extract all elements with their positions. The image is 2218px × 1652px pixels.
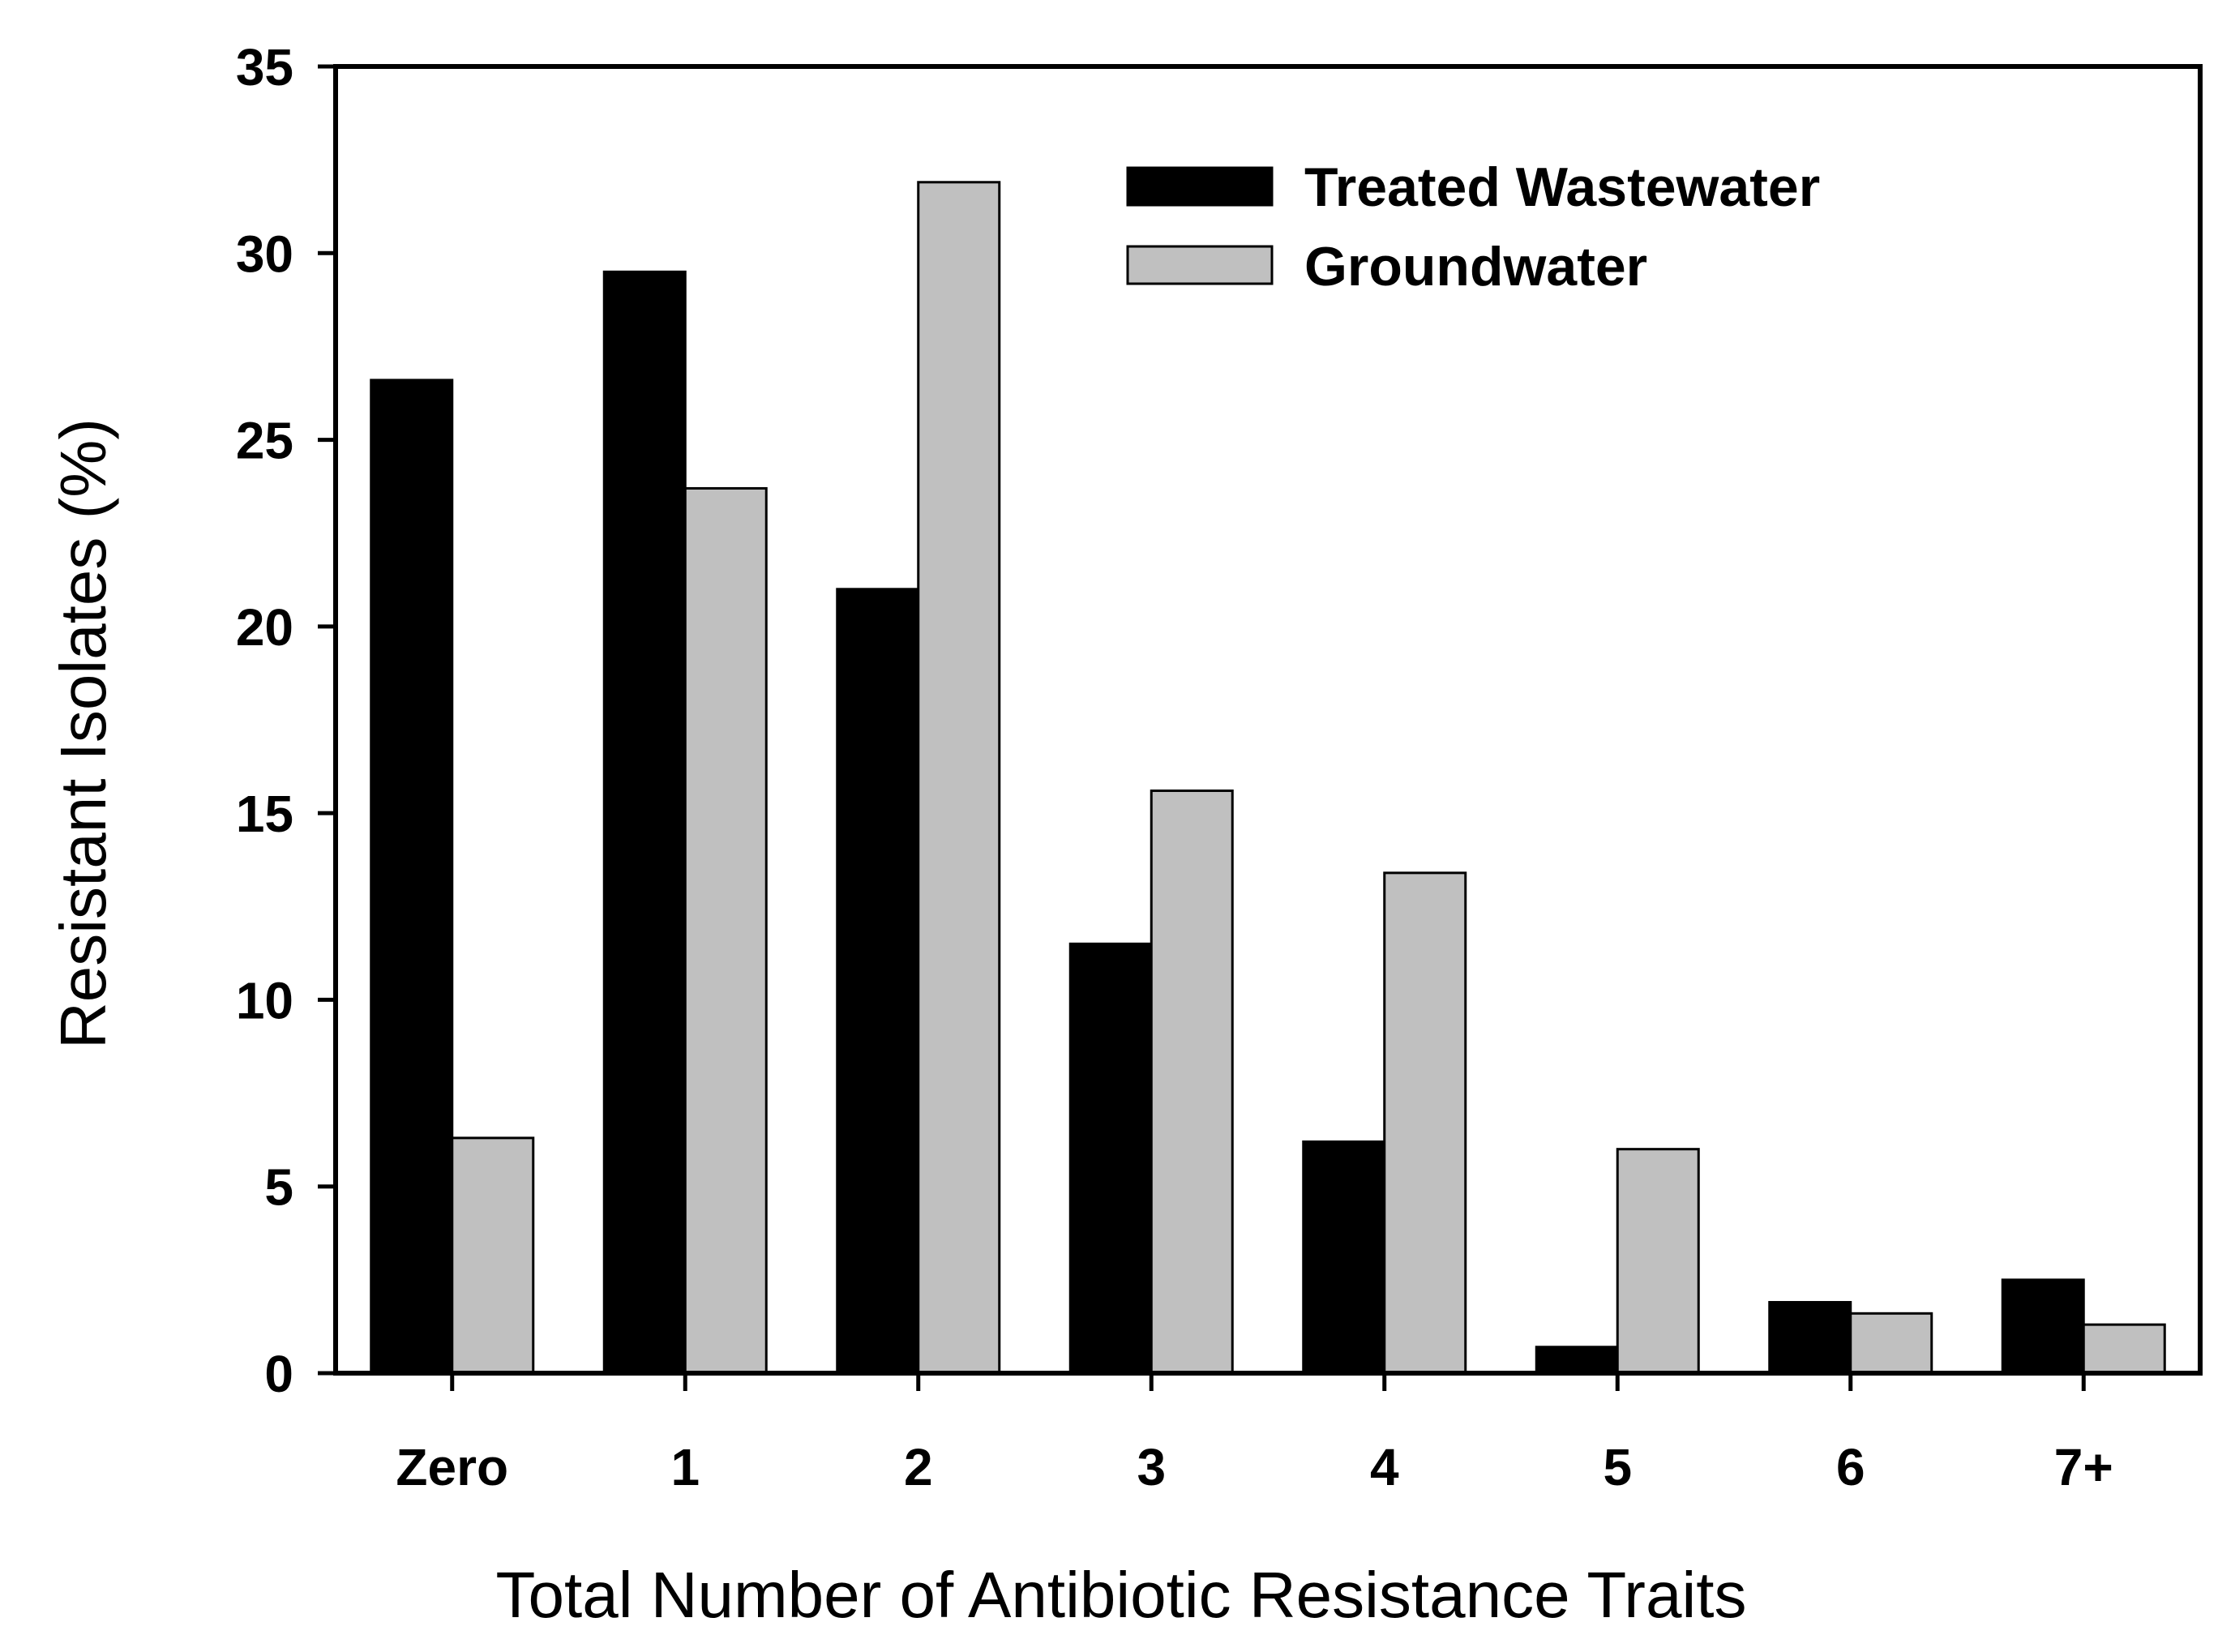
bar-groundwater-1 xyxy=(683,486,768,1375)
legend-swatch-groundwater xyxy=(1126,245,1274,285)
x-tick-label: 2 xyxy=(904,1438,933,1496)
bar-treated-wastewater-3 xyxy=(1068,942,1153,1375)
legend-label-groundwater: Groundwater xyxy=(1304,236,1647,297)
legend-label-treated-wastewater: Treated Wastewater xyxy=(1304,156,1820,218)
x-axis-title: Total Number of Antibiotic Resistance Tr… xyxy=(496,1559,1747,1631)
bar-groundwater-4 xyxy=(1383,871,1467,1375)
x-tick-label: 3 xyxy=(1137,1438,1166,1496)
bars-group xyxy=(370,181,2166,1375)
y-tick-label: 35 xyxy=(236,38,293,96)
y-axis-ticks: 0 5 10 15 20 25 30 35 xyxy=(236,38,336,1403)
legend: Treated Wastewater Groundwater xyxy=(1126,156,1820,297)
bar-treated-wastewater-6 xyxy=(1768,1300,1852,1375)
x-tick-label: 6 xyxy=(1836,1438,1865,1496)
bar-treated-wastewater-7+ xyxy=(2001,1278,2085,1375)
y-tick-label: 25 xyxy=(236,412,293,470)
bar-groundwater-5 xyxy=(1616,1148,1700,1375)
x-tick-label: 4 xyxy=(1370,1438,1399,1496)
bar-groundwater-3 xyxy=(1150,790,1234,1375)
bar-groundwater-7+ xyxy=(2082,1323,2166,1375)
bar-treated-wastewater-4 xyxy=(1302,1140,1386,1375)
y-tick-label: 0 xyxy=(264,1345,293,1403)
bar-treated-wastewater-2 xyxy=(836,588,920,1375)
x-tick-label: 7+ xyxy=(2054,1438,2113,1496)
x-tick-label: 1 xyxy=(670,1438,700,1496)
bar-treated-wastewater-1 xyxy=(602,270,687,1375)
x-axis-ticks: Zero 1 2 3 4 5 6 7+ xyxy=(396,1373,2113,1496)
bar-groundwater-6 xyxy=(1849,1312,1933,1375)
x-tick-label: 5 xyxy=(1603,1438,1632,1496)
y-tick-label: 20 xyxy=(236,598,293,657)
bar-treated-wastewater-zero xyxy=(370,379,454,1375)
bar-groundwater-zero xyxy=(451,1136,535,1375)
y-tick-label: 15 xyxy=(236,785,293,843)
plot-frame xyxy=(333,64,2203,1376)
x-tick-label: Zero xyxy=(396,1438,508,1496)
legend-swatch-treated-wastewater xyxy=(1126,166,1274,207)
y-axis-title: Resistant Isolates (%) xyxy=(47,418,119,1049)
bar-treated-wastewater-5 xyxy=(1535,1346,1619,1375)
bar-groundwater-2 xyxy=(917,181,1001,1375)
y-tick-label: 5 xyxy=(264,1158,293,1217)
y-tick-label: 10 xyxy=(236,971,293,1029)
y-tick-label: 30 xyxy=(236,225,293,283)
